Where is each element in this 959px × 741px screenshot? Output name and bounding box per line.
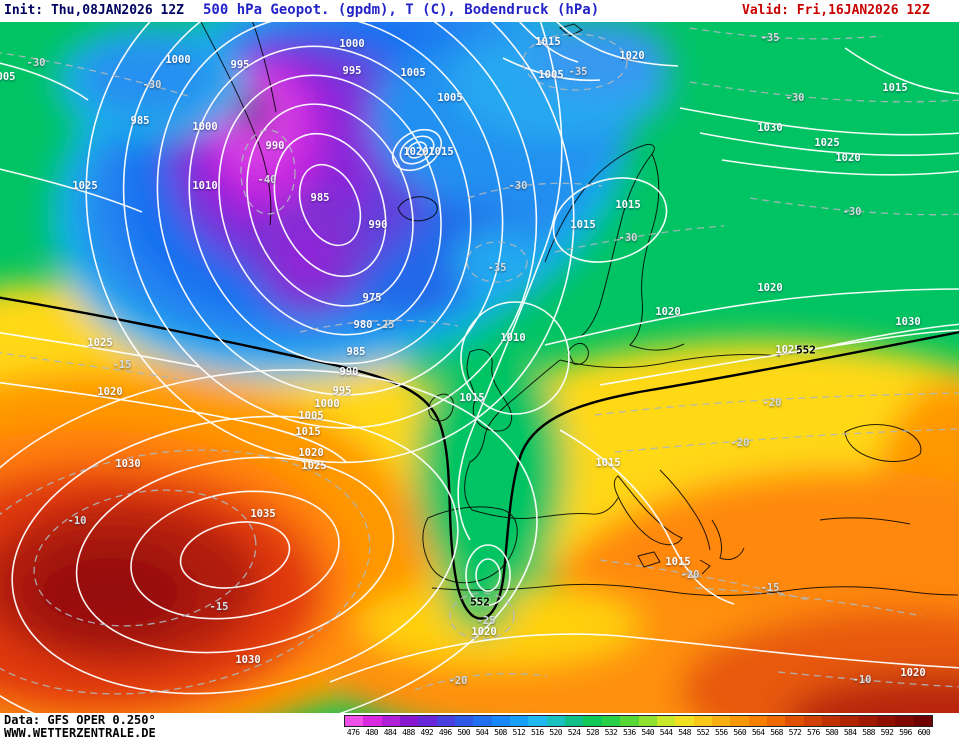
- legend-value: 504: [475, 728, 489, 737]
- geopotential-552-contour: [0, 296, 959, 620]
- legend-swatch: [620, 716, 639, 726]
- data-source-label: Data: GFS OPER 0.250°: [4, 713, 156, 727]
- legend-swatch: [656, 716, 676, 726]
- legend-value: 588: [862, 728, 875, 737]
- legend-swatch: [711, 716, 731, 726]
- legend-swatch: [583, 716, 602, 726]
- legend-value: 536: [622, 728, 636, 737]
- legend-value: 508: [494, 728, 507, 737]
- legend-value: 516: [530, 728, 544, 737]
- legend-value: 584: [843, 728, 857, 737]
- legend-swatch: [876, 716, 896, 726]
- legend-value: 496: [438, 728, 452, 737]
- map-footer: Data: GFS OPER 0.250° WWW.WETTERZENTRALE…: [0, 713, 959, 741]
- legend-swatch: [363, 716, 382, 726]
- legend-value: 576: [807, 728, 820, 737]
- map-header: Init: Thu,08JAN2026 12Z 500 hPa Geopot. …: [0, 0, 959, 22]
- legend-swatch: [821, 716, 841, 726]
- legend-value: 548: [678, 728, 691, 737]
- legend-color-bar: [344, 715, 933, 727]
- legend-value: 524: [567, 728, 581, 737]
- legend-swatch: [400, 716, 419, 726]
- legend-value: 492: [420, 728, 434, 737]
- legend-swatch: [913, 716, 932, 726]
- legend-swatch: [418, 716, 437, 726]
- legend-value-row: 476 480 484 488 492 496 500 504 508 512 516 520 524 5…: [344, 728, 933, 737]
- legend-swatch: [510, 716, 529, 726]
- legend-value: 532: [604, 728, 618, 737]
- legend-value: 520: [549, 728, 562, 737]
- legend-value: 564: [751, 728, 765, 737]
- legend-swatch: [766, 716, 786, 726]
- legend-swatch: [693, 716, 712, 726]
- legend-value: 544: [659, 728, 673, 737]
- legend-value: 480: [365, 728, 378, 737]
- legend-swatch: [473, 716, 492, 726]
- legend-swatch: [345, 716, 364, 726]
- legend-swatch: [675, 716, 694, 726]
- legend-value: 580: [825, 728, 839, 737]
- legend-value: 568: [770, 728, 783, 737]
- legend-value: 484: [383, 728, 397, 737]
- legend-swatch: [730, 716, 749, 726]
- legend-swatch: [381, 716, 401, 726]
- legend-value: 596: [899, 728, 912, 737]
- legend-value: 528: [586, 728, 599, 737]
- legend-swatch: [638, 716, 657, 726]
- legend-value: 600: [917, 728, 931, 737]
- legend-value: 512: [512, 728, 526, 737]
- temperature-contours: [0, 27, 959, 695]
- credits: Data: GFS OPER 0.250° WWW.WETTERZENTRALE…: [4, 714, 156, 740]
- legend-swatch: [491, 716, 511, 726]
- legend-swatch: [565, 716, 584, 726]
- legend-swatch: [528, 716, 547, 726]
- legend-value: 552: [696, 728, 710, 737]
- website-label: WWW.WETTERZENTRALE.DE: [4, 726, 156, 740]
- init-time-label: Init: Thu,08JAN2026 12Z: [4, 3, 185, 18]
- legend-value: 560: [733, 728, 747, 737]
- legend-value: 488: [402, 728, 415, 737]
- legend-swatch: [895, 716, 914, 726]
- legend-swatch: [436, 716, 456, 726]
- legend-value: 476: [346, 728, 360, 737]
- legend-value: 540: [641, 728, 655, 737]
- legend-value: 592: [880, 728, 894, 737]
- legend-value: 572: [788, 728, 802, 737]
- legend-swatch: [455, 716, 474, 726]
- legend-swatch: [601, 716, 621, 726]
- legend-swatch: [840, 716, 859, 726]
- map-title: 500 hPa Geopot. (gpdm), T (C), Bodendruc…: [203, 2, 600, 18]
- legend-scale: 476 480 484 488 492 496 500 504 508 512 516 520 524 5…: [344, 715, 933, 737]
- legend-value: 556: [715, 728, 728, 737]
- valid-time-label: Valid: Fri,16JAN2026 12Z: [742, 3, 930, 18]
- legend-swatch: [785, 716, 804, 726]
- legend-swatch: [803, 716, 822, 726]
- legend-value: 500: [457, 728, 470, 737]
- legend-swatch: [748, 716, 767, 726]
- legend-swatch: [546, 716, 566, 726]
- legend-swatch: [858, 716, 877, 726]
